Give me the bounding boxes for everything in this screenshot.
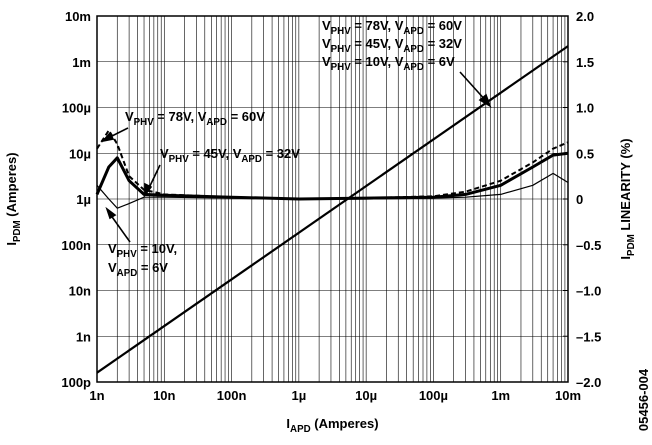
subscript: APD bbox=[403, 26, 424, 37]
text-part: I bbox=[618, 256, 633, 260]
x-tick-label: 10n bbox=[153, 388, 175, 403]
y2-tick-label: –2.0 bbox=[576, 375, 601, 390]
text-part: = 10V, bbox=[137, 241, 177, 256]
text-part: = 45V, V bbox=[351, 36, 404, 51]
y-tick-label: 1µ bbox=[76, 192, 91, 207]
text-part: = 60V bbox=[227, 109, 265, 124]
text-part: V bbox=[125, 109, 134, 124]
series-line bbox=[96, 129, 569, 200]
y-tick-label: 100n bbox=[61, 238, 91, 253]
subscript: APD bbox=[117, 268, 138, 279]
subscript: PHV bbox=[117, 249, 138, 260]
x-tick-label: 1m bbox=[491, 388, 510, 403]
text-part: = 60V bbox=[424, 18, 462, 33]
text-part: (Amperes) bbox=[4, 152, 19, 220]
text-part: = 45V, V bbox=[189, 146, 242, 161]
y-axis-label: IPDM (Amperes) bbox=[4, 152, 23, 245]
y2-tick-label: 0.5 bbox=[576, 146, 594, 161]
y2-tick-label: 1.0 bbox=[576, 101, 594, 116]
subscript: APD bbox=[403, 44, 424, 55]
x-tick-label: 10m bbox=[555, 388, 581, 403]
annotation: VAPD = 6V bbox=[108, 260, 168, 279]
text-part: = 32V bbox=[424, 36, 462, 51]
text-part: V bbox=[160, 146, 169, 161]
text-part: I bbox=[286, 416, 290, 431]
y-tick-label: 10µ bbox=[69, 146, 91, 161]
y-tick-label: 10m bbox=[65, 9, 91, 24]
y2-axis-label: IPDM LINEARITY (%) bbox=[618, 138, 637, 259]
text-part: = 78V, V bbox=[154, 109, 207, 124]
subscript: APD bbox=[206, 117, 227, 128]
legend-entry: VPHV = 78V, VAPD = 60V bbox=[322, 18, 462, 37]
subscript: PDM bbox=[12, 220, 23, 242]
subscript: APD bbox=[290, 424, 311, 435]
x-tick-label: 1n bbox=[89, 388, 104, 403]
y2-tick-label: 2.0 bbox=[576, 9, 594, 24]
text-part: V bbox=[322, 18, 331, 33]
subscript: PHV bbox=[169, 154, 190, 165]
text-part: V bbox=[108, 241, 117, 256]
subscript: APD bbox=[241, 154, 262, 165]
text-part: = 78V, V bbox=[351, 18, 404, 33]
y2-tick-label: 1.5 bbox=[576, 55, 594, 70]
figure-code: 05456-004 bbox=[636, 368, 651, 431]
series-line bbox=[96, 172, 569, 209]
y-tick-label: 1m bbox=[72, 55, 91, 70]
annotation: VPHV = 10V, bbox=[108, 241, 177, 260]
annotation: VPHV = 78V, VAPD = 60V bbox=[125, 109, 265, 128]
y-tick-label: 1n bbox=[76, 329, 91, 344]
y-tick-label: 100p bbox=[61, 375, 91, 390]
y-tick-label: 100µ bbox=[62, 101, 91, 116]
series-line bbox=[96, 45, 569, 374]
annotation: VPHV = 45V, VAPD = 32V bbox=[160, 146, 300, 165]
subscript: PDM bbox=[626, 234, 637, 256]
y-tick-label: 10n bbox=[69, 284, 91, 299]
x-tick-label: 10µ bbox=[355, 388, 377, 403]
text-part: = 32V bbox=[262, 146, 300, 161]
text-part: V bbox=[108, 260, 117, 275]
x-tick-label: 1µ bbox=[291, 388, 306, 403]
text-part: = 6V bbox=[137, 260, 168, 275]
y2-tick-label: 0 bbox=[576, 192, 583, 207]
text-part: V bbox=[322, 36, 331, 51]
legend-entry: VPHV = 45V, VAPD = 32V bbox=[322, 36, 462, 55]
y2-tick-label: –1.0 bbox=[576, 284, 601, 299]
y2-tick-label: –1.5 bbox=[576, 329, 601, 344]
subscript: APD bbox=[403, 62, 424, 73]
x-tick-label: 100µ bbox=[419, 388, 448, 403]
plot-frame bbox=[96, 15, 569, 383]
text-part: = 10V, V bbox=[351, 54, 404, 69]
subscript: PHV bbox=[331, 62, 352, 73]
subscript: PHV bbox=[331, 26, 352, 37]
subscript: PHV bbox=[134, 117, 155, 128]
text-part: = 6V bbox=[424, 54, 455, 69]
legend-entry: VPHV = 10V, VAPD = 6V bbox=[322, 54, 455, 73]
text-part: I bbox=[4, 242, 19, 246]
text-part: V bbox=[322, 54, 331, 69]
y2-tick-label: –0.5 bbox=[576, 238, 601, 253]
x-axis-label: IAPD (Amperes) bbox=[286, 416, 378, 435]
subscript: PHV bbox=[331, 44, 352, 55]
text-part: (Amperes) bbox=[311, 416, 379, 431]
x-tick-label: 100n bbox=[217, 388, 247, 403]
text-part: LINEARITY (%) bbox=[618, 138, 633, 234]
